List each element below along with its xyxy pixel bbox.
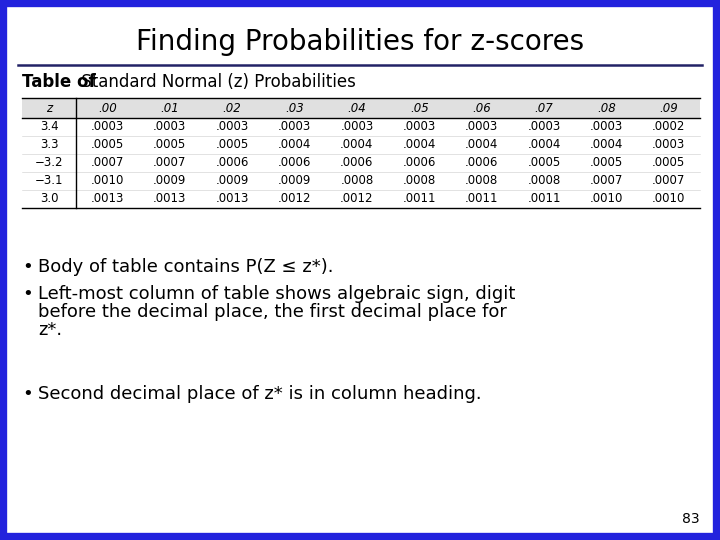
Text: .0003: .0003 [402,120,436,133]
Text: .0012: .0012 [340,192,374,206]
Text: .0006: .0006 [402,157,436,170]
Text: .0004: .0004 [402,138,436,152]
Text: .0003: .0003 [91,120,124,133]
Text: .0013: .0013 [91,192,124,206]
Bar [22,98,700,208]
Text: •: • [22,285,32,303]
Text: .0005: .0005 [528,157,561,170]
Text: .08: .08 [597,102,616,114]
Text: .0007: .0007 [153,157,186,170]
Text: .0008: .0008 [402,174,436,187]
Text: −3.2: −3.2 [35,157,63,170]
Text: .0013: .0013 [153,192,186,206]
Text: .0004: .0004 [278,138,311,152]
Text: .04: .04 [348,102,366,114]
Text: Standard Normal (z) Probabilities: Standard Normal (z) Probabilities [76,73,356,91]
Text: .0007: .0007 [652,174,685,187]
Text: −3.1: −3.1 [35,174,63,187]
Text: 3.4: 3.4 [40,120,58,133]
Text: .0003: .0003 [652,138,685,152]
Text: .0003: .0003 [215,120,249,133]
Text: 3.3: 3.3 [40,138,58,152]
Text: .03: .03 [285,102,304,114]
Text: .0003: .0003 [590,120,623,133]
Text: .0004: .0004 [341,138,374,152]
Text: .0004: .0004 [590,138,623,152]
Text: .0007: .0007 [91,157,124,170]
Text: .0006: .0006 [341,157,374,170]
Text: .0010: .0010 [590,192,623,206]
Text: .0007: .0007 [590,174,623,187]
Text: z*.: z*. [38,321,62,339]
Text: .0003: .0003 [153,120,186,133]
Text: 83: 83 [683,512,700,526]
Text: .0003: .0003 [465,120,498,133]
Text: .07: .07 [535,102,554,114]
Text: .0008: .0008 [341,174,374,187]
Text: .0005: .0005 [590,157,623,170]
Text: .0011: .0011 [402,192,436,206]
Text: .0009: .0009 [215,174,249,187]
Text: .0005: .0005 [91,138,124,152]
Text: .00: .00 [98,102,117,114]
Text: .0003: .0003 [528,120,561,133]
Text: .0009: .0009 [153,174,186,187]
Text: Body of table contains P(Z ≤ z*).: Body of table contains P(Z ≤ z*). [38,258,333,276]
Text: before the decimal place, the first decimal place for: before the decimal place, the first deci… [38,303,507,321]
Text: .0008: .0008 [465,174,498,187]
Text: .0011: .0011 [465,192,498,206]
Text: z: z [46,102,52,114]
Text: .0010: .0010 [652,192,685,206]
Text: .0005: .0005 [215,138,249,152]
Text: .0006: .0006 [278,157,311,170]
Text: •: • [22,385,32,403]
Text: .0013: .0013 [215,192,249,206]
Text: .0004: .0004 [465,138,498,152]
Text: .06: .06 [472,102,491,114]
Text: Finding Probabilities for z-scores: Finding Probabilities for z-scores [136,28,584,56]
Text: Table of: Table of [22,73,96,91]
Text: .0012: .0012 [278,192,311,206]
Text: .0006: .0006 [215,157,249,170]
Text: .0010: .0010 [91,174,124,187]
Text: .01: .01 [161,102,179,114]
Text: .0009: .0009 [278,174,311,187]
Text: .0006: .0006 [465,157,498,170]
Text: .0003: .0003 [278,120,311,133]
Text: .09: .09 [660,102,678,114]
Text: .0005: .0005 [652,157,685,170]
Text: .0004: .0004 [527,138,561,152]
Text: .05: .05 [410,102,428,114]
Bar [22,98,700,118]
Text: .0002: .0002 [652,120,685,133]
Text: .0005: .0005 [153,138,186,152]
Text: Second decimal place of z* is in column heading.: Second decimal place of z* is in column … [38,385,482,403]
Text: •: • [22,258,32,276]
Text: Left-most column of table shows algebraic sign, digit: Left-most column of table shows algebrai… [38,285,516,303]
Text: 3.0: 3.0 [40,192,58,206]
Text: .0003: .0003 [341,120,374,133]
Text: .0011: .0011 [527,192,561,206]
Text: .02: .02 [222,102,241,114]
Text: .0008: .0008 [528,174,561,187]
